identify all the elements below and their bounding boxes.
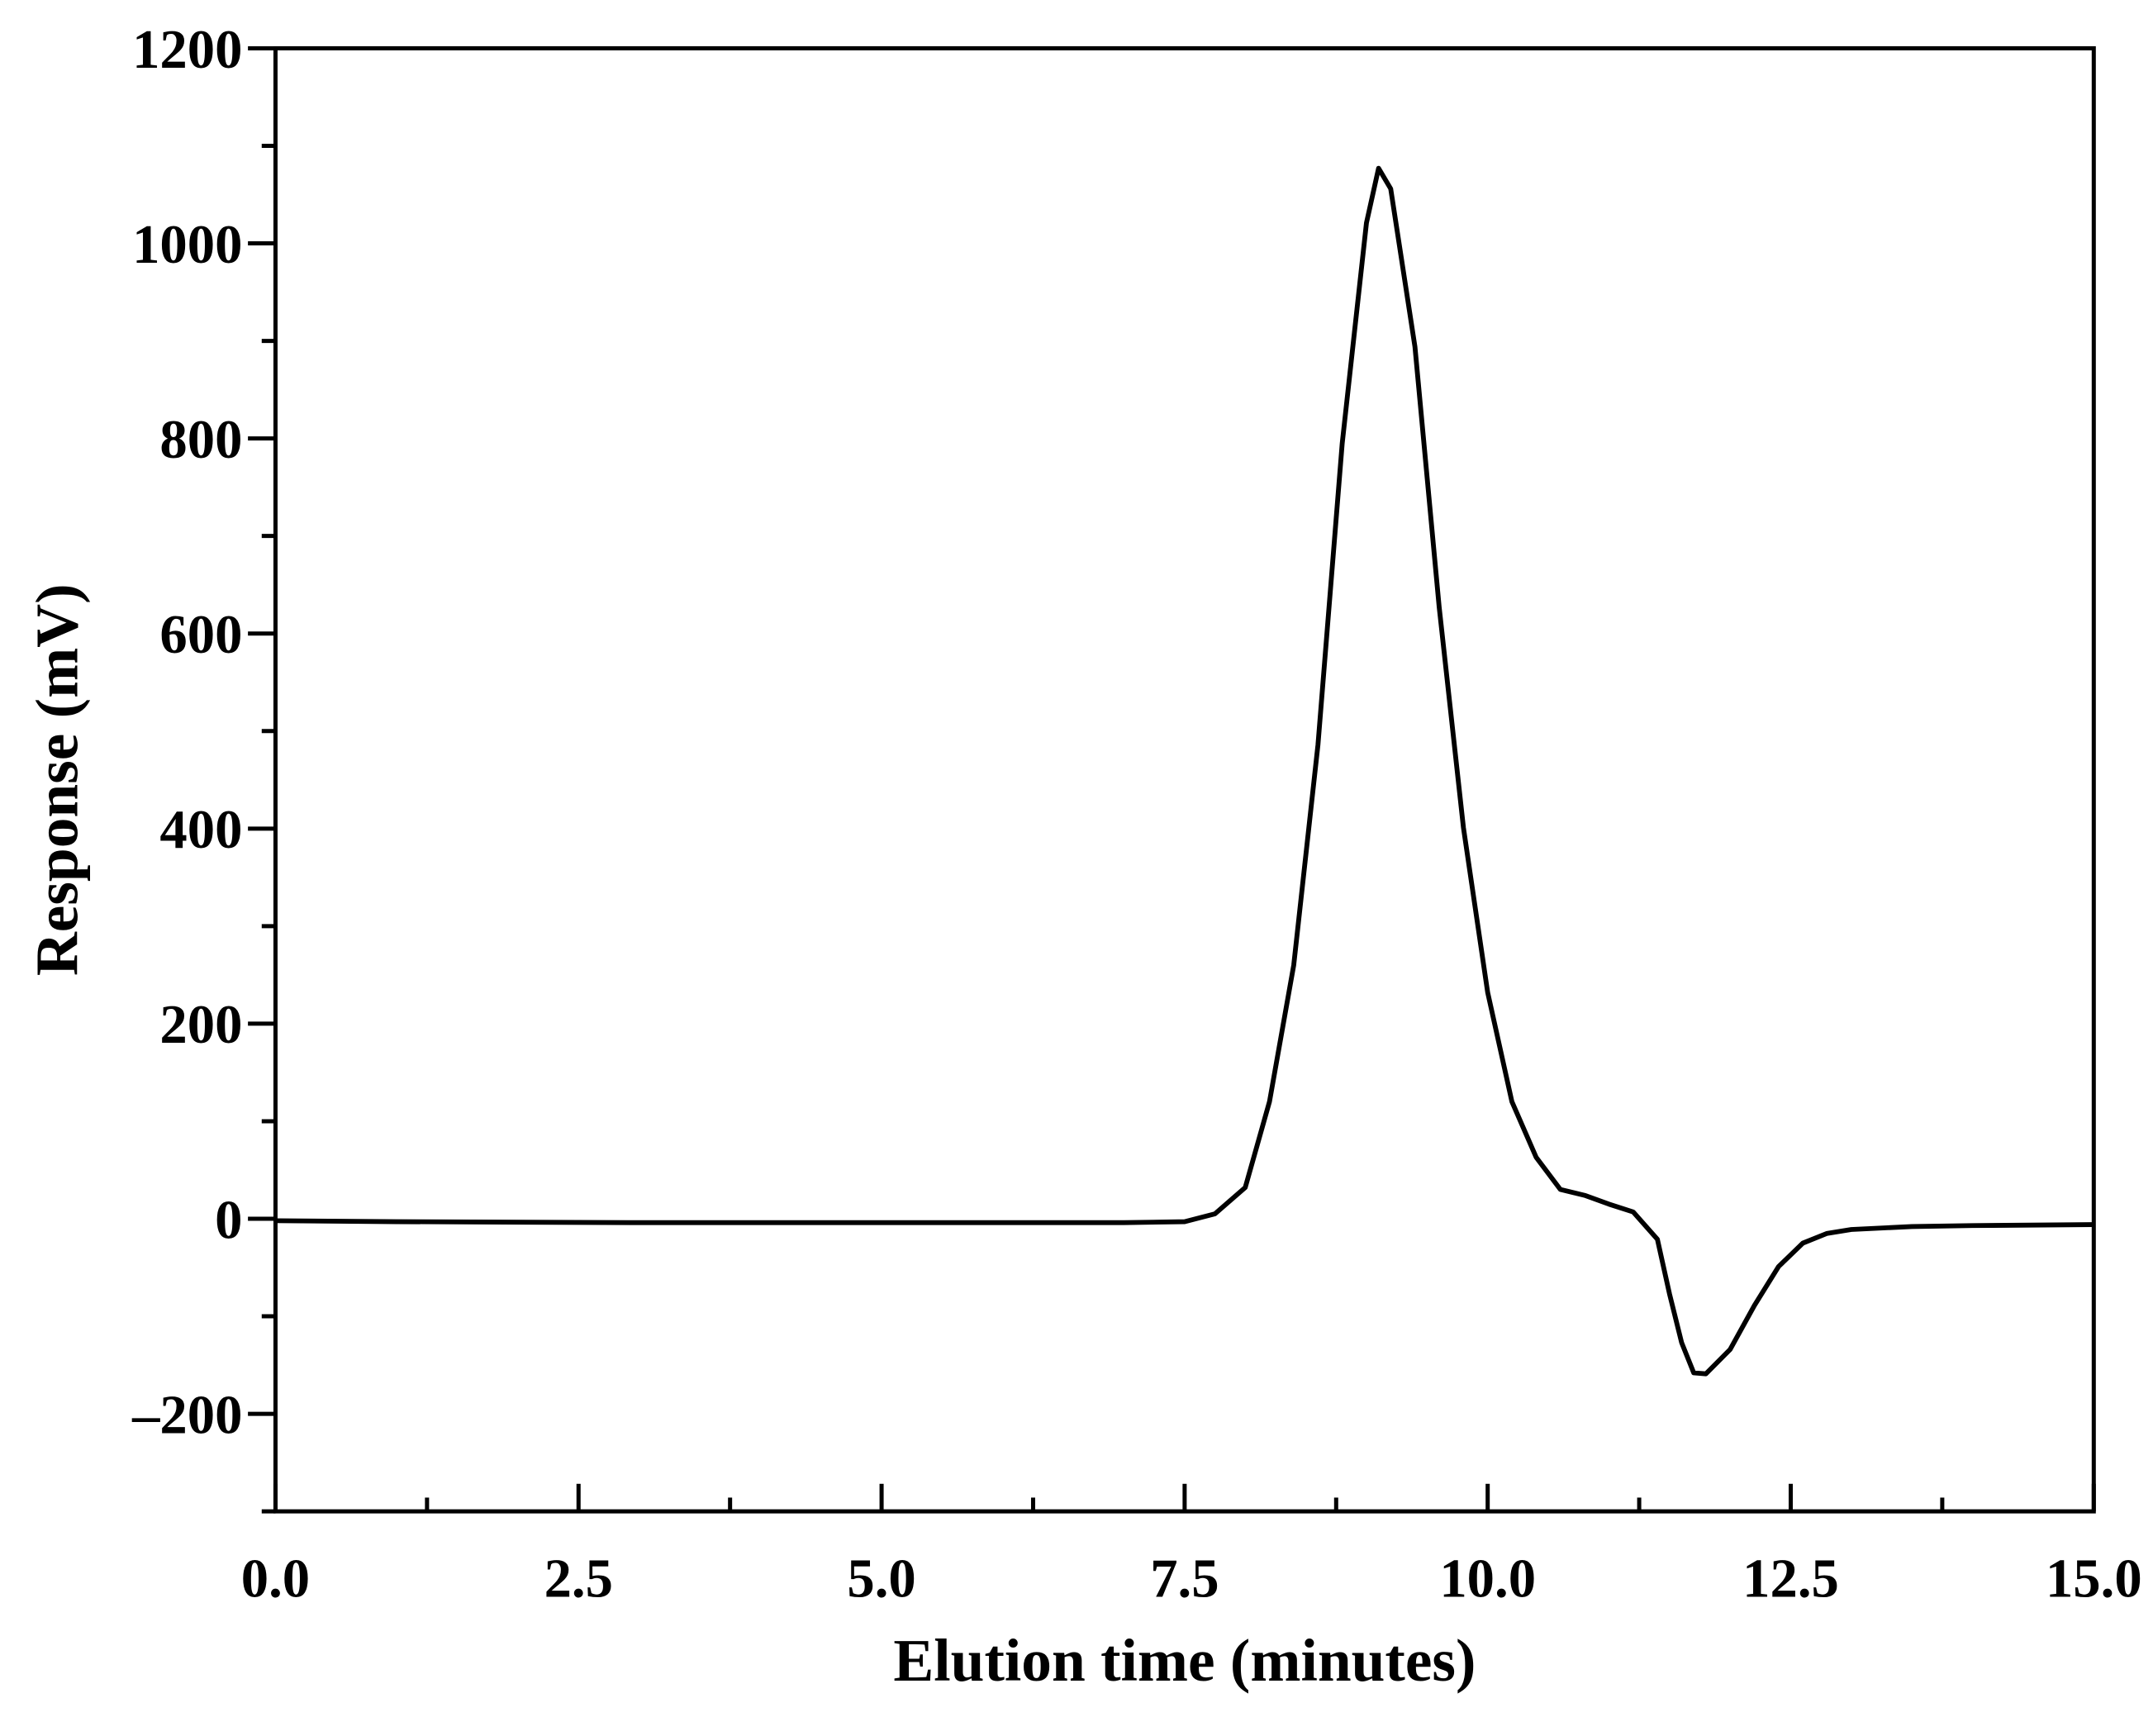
y-tick-label: 600 [159, 605, 242, 665]
y-axis-title: Response (mV) [23, 583, 90, 976]
plot-frame [273, 45, 2096, 1514]
y-tick-label: 400 [159, 800, 242, 860]
x-tick-label: 15.0 [2046, 1549, 2142, 1610]
x-tick-label: 5.0 [847, 1549, 915, 1610]
x-tick-label: 0.0 [241, 1549, 310, 1610]
data-line [275, 165, 2094, 1377]
y-tick-label: 0 [215, 1190, 242, 1250]
y-tick-label: 1200 [132, 20, 242, 80]
y-tick-label: –200 [131, 1385, 242, 1445]
y-tick-label: 800 [159, 410, 242, 470]
x-tick-label: 12.5 [1742, 1549, 1839, 1610]
x-tick-label: 2.5 [544, 1549, 613, 1610]
x-tick-label: 10.0 [1439, 1549, 1536, 1610]
y-tick-label: 1000 [132, 215, 242, 275]
y-tick-label: 200 [159, 995, 242, 1055]
x-axis-title: Elution time (minutes) [893, 1627, 1476, 1694]
x-tick-label: 7.5 [1150, 1549, 1219, 1610]
